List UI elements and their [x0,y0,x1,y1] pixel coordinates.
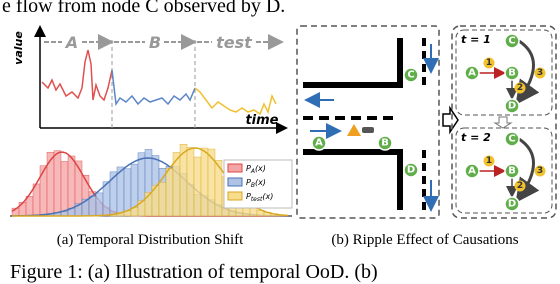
histogram-bar [193,156,202,217]
step-arrow [493,116,513,129]
histogram-bar [46,151,55,217]
road-node [403,162,419,178]
legend-label-part: P [246,164,251,173]
causal-node-label: B [508,166,516,177]
legend-label-part: test [251,196,263,203]
causal-node [504,131,520,147]
causal-node [504,163,520,179]
edge-badge [514,82,526,94]
histogram-bar [165,168,174,217]
road-node-label: C [407,70,414,81]
edge-badge [534,165,546,177]
series-test [194,87,277,116]
histogram-bar [18,201,27,217]
edge-badge [483,155,495,167]
causal-node-label: C [508,36,515,47]
edge-badge-label: 3 [537,166,543,176]
histogram-panel: PA(x)PB(x)Ptest(x) [10,144,293,217]
causal-node-label: C [508,134,515,145]
caption: (a) Temporal Distribution Shift [57,232,244,248]
legend-label-part: P [246,192,251,201]
warning-icon [347,124,361,136]
footer-text: Figure 1: (a) Illustration of temporal O… [10,261,378,283]
legend-label: PB(x) [246,178,266,189]
causal-node-label: B [508,68,516,79]
road-node [311,135,327,151]
road-node-label: A [315,138,323,149]
step-frame [455,29,553,116]
segment-label: test [216,33,253,52]
road-node-label: D [407,165,415,176]
time-series-panel: A B test value time [12,25,288,134]
histogram-bar [60,161,69,217]
edge-badge-label: 2 [517,181,523,191]
step-frame [455,127,553,214]
road-node-label: B [381,138,389,149]
edge-badge-label: 2 [517,83,523,93]
histogram-bar [25,196,34,217]
causal-node-label: D [508,101,516,112]
series-b [111,69,196,107]
causal-node [504,33,520,49]
legend-label-part: A [250,168,255,175]
road-panel: A B C D [296,25,557,219]
car-icon [362,127,374,133]
road-edge [303,38,403,88]
causal-node-label: A [468,68,476,79]
causal-node [464,65,480,81]
legend-label-part: P [246,178,251,187]
segment-label: B [149,33,161,52]
series-a [41,49,113,102]
edge-badge [534,67,546,79]
edge-badge [483,57,495,69]
histogram-bar [158,182,167,217]
legend-swatch [227,163,243,173]
legend-label-part: (x) [262,192,273,201]
histogram-bar [53,150,62,217]
histogram-bar [88,195,97,217]
histogram-bar [207,148,216,217]
edge-badge-label: 3 [537,68,543,78]
legend-swatch [227,177,243,187]
edge-badge [514,180,526,192]
x-axis-label: time [245,113,278,128]
causal-node [504,196,520,212]
edge-badge-label: 1 [486,156,492,166]
legend-label-part: (x) [255,178,266,187]
causal-node-label: A [468,166,476,177]
transition-arrow [442,105,459,135]
causal-edge [515,39,540,105]
histogram-bar [186,147,195,217]
histogram-bar [200,147,209,217]
legend-label: PA(x) [246,164,266,175]
road-edge [303,149,403,210]
histogram-bar [95,192,104,217]
panel-frame [296,25,440,219]
segment-label: A [64,33,78,52]
causal-node [504,98,520,114]
causal-node-label: D [508,199,516,210]
causal-node [504,65,520,81]
road-node [377,135,393,151]
step-label: t = 1 [461,33,491,46]
legend-label-part: (x) [255,164,266,173]
legend-label: Ptest(x) [246,192,273,203]
caption: (b) Ripple Effect of Causations [331,232,518,248]
legend-swatch [227,191,243,201]
causal-node [464,163,480,179]
panel-frame [451,25,557,219]
edge-badge-label: 1 [486,58,492,68]
step-label: t = 2 [461,131,491,144]
road-node [403,67,419,83]
y-axis-label: value [12,31,25,65]
causal-steps: t = 1 C A B D 1 2 3 t = 2 C A B D 1 2 3 [455,29,553,214]
legend-label-part: B [251,182,255,189]
histogram-bar [39,165,48,217]
causal-edge [515,137,540,203]
header-text: e flow from node C observed by D. [2,0,285,17]
